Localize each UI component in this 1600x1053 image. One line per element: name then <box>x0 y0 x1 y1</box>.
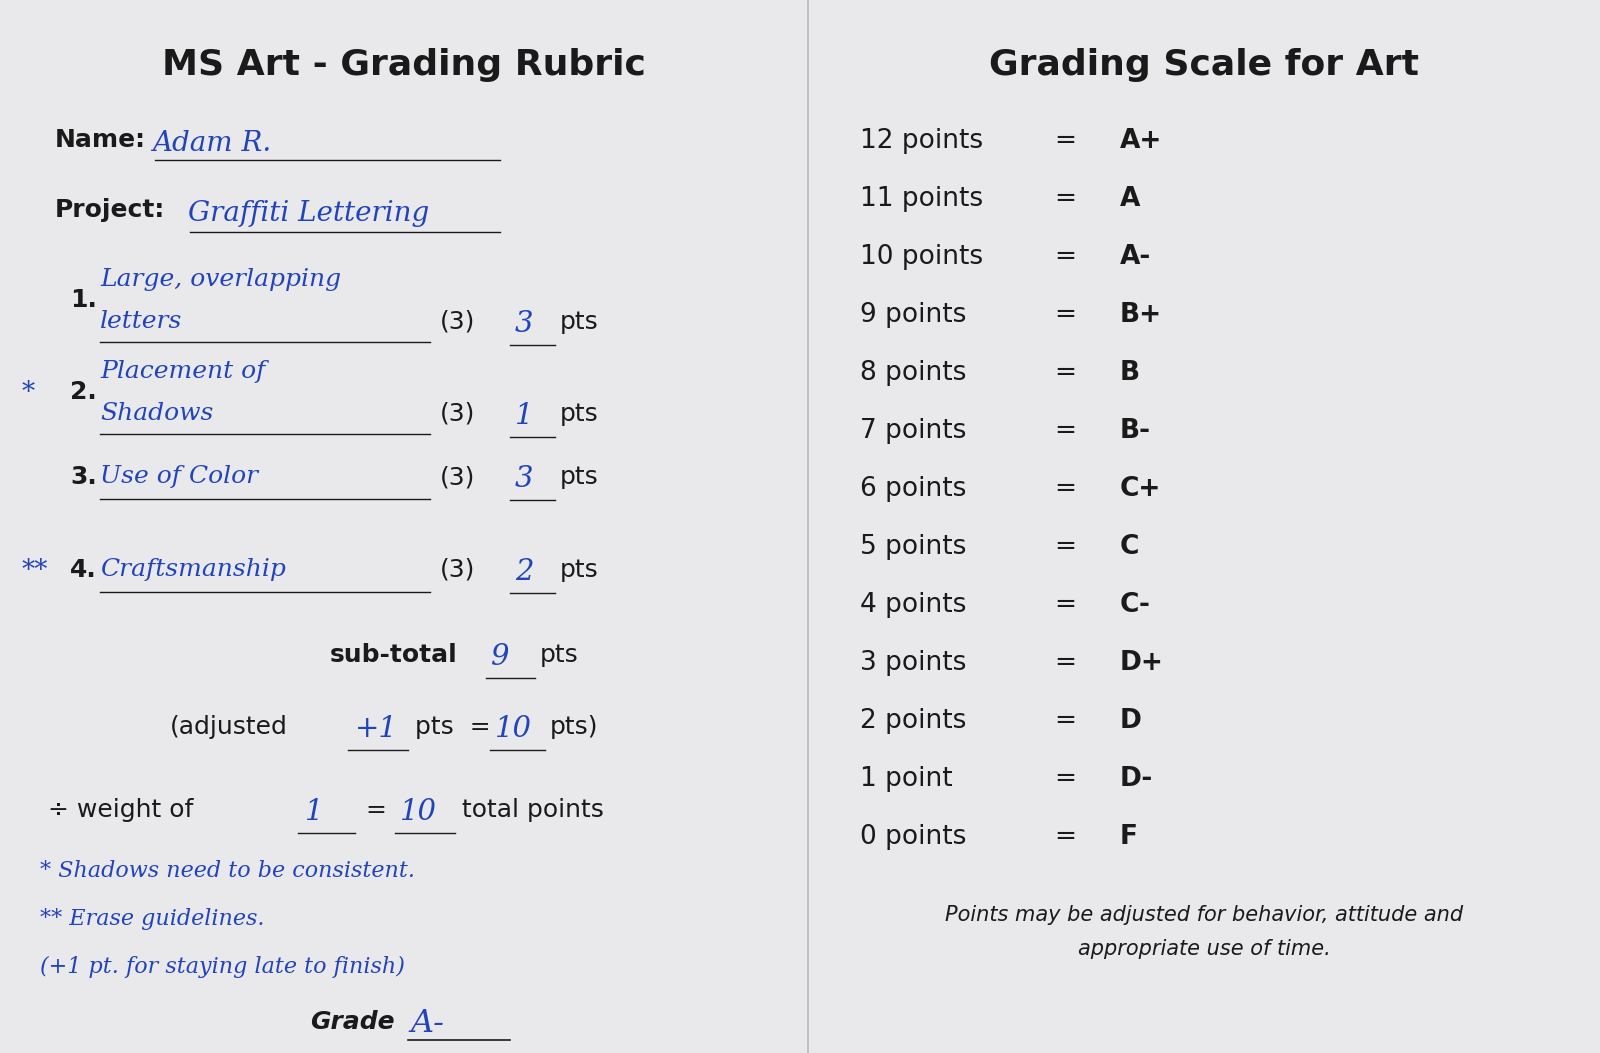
Text: 3 points: 3 points <box>861 650 966 676</box>
Text: 4.: 4. <box>70 558 96 582</box>
Text: =: = <box>1054 824 1075 850</box>
Text: =: = <box>1054 476 1075 502</box>
Text: 10 points: 10 points <box>861 244 982 270</box>
Text: 3: 3 <box>515 465 533 493</box>
Text: 10: 10 <box>400 798 437 826</box>
Text: 1.: 1. <box>70 289 98 312</box>
Text: appropriate use of time.: appropriate use of time. <box>1078 939 1330 959</box>
Text: pts: pts <box>560 465 598 489</box>
Text: *: * <box>22 380 35 405</box>
Text: +1: +1 <box>355 715 398 743</box>
Text: (3): (3) <box>440 465 475 489</box>
Text: 2 points: 2 points <box>861 708 966 734</box>
Text: =: = <box>1054 186 1075 212</box>
Text: Graffiti Lettering: Graffiti Lettering <box>189 200 429 227</box>
Text: B+: B+ <box>1120 302 1162 327</box>
Text: pts: pts <box>560 402 598 426</box>
Text: Adam R.: Adam R. <box>152 130 272 157</box>
Text: 2.: 2. <box>70 380 96 404</box>
Text: Project:: Project: <box>54 198 165 222</box>
Text: ÷ weight of: ÷ weight of <box>48 798 194 822</box>
Text: D+: D+ <box>1120 650 1163 676</box>
Text: C: C <box>1120 534 1139 560</box>
Text: =: = <box>1054 244 1075 270</box>
Text: 1: 1 <box>515 402 533 430</box>
Text: 6 points: 6 points <box>861 476 966 502</box>
Text: =: = <box>1054 708 1075 734</box>
Text: 10: 10 <box>494 715 531 743</box>
Text: pts: pts <box>560 310 598 334</box>
Text: =: = <box>1054 418 1075 444</box>
Text: pts): pts) <box>550 715 598 739</box>
Text: 2: 2 <box>515 558 533 587</box>
Text: 7 points: 7 points <box>861 418 966 444</box>
Text: (3): (3) <box>440 558 475 582</box>
Text: =: = <box>1054 592 1075 618</box>
Text: B: B <box>1120 360 1141 386</box>
Text: 0 points: 0 points <box>861 824 966 850</box>
Text: (3): (3) <box>440 402 475 426</box>
Text: =: = <box>1054 128 1075 154</box>
Text: Grade: Grade <box>310 1010 395 1034</box>
Text: letters: letters <box>99 310 182 333</box>
Text: Use of Color: Use of Color <box>99 465 258 488</box>
Text: B-: B- <box>1120 418 1150 444</box>
Text: MS Art - Grading Rubric: MS Art - Grading Rubric <box>162 48 646 82</box>
Text: Placement of: Placement of <box>99 360 266 383</box>
Text: C-: C- <box>1120 592 1150 618</box>
Text: =: = <box>1054 302 1075 327</box>
Text: =: = <box>1054 766 1075 792</box>
Text: (+1 pt. for staying late to finish): (+1 pt. for staying late to finish) <box>40 956 405 978</box>
Text: A-: A- <box>410 1008 445 1039</box>
Text: sub-total: sub-total <box>330 643 458 667</box>
Text: D: D <box>1120 708 1142 734</box>
Text: total points: total points <box>462 798 603 822</box>
Text: pts  =: pts = <box>414 715 491 739</box>
Text: Large, overlapping: Large, overlapping <box>99 269 341 291</box>
Text: =: = <box>1054 360 1075 386</box>
Text: Craftsmanship: Craftsmanship <box>99 558 286 581</box>
Text: ** Erase guidelines.: ** Erase guidelines. <box>40 908 264 930</box>
Text: =: = <box>365 798 386 822</box>
Text: C+: C+ <box>1120 476 1162 502</box>
Text: 12 points: 12 points <box>861 128 982 154</box>
Text: A: A <box>1120 186 1141 212</box>
Text: =: = <box>1054 650 1075 676</box>
Text: 8 points: 8 points <box>861 360 966 386</box>
Text: (3): (3) <box>440 310 475 334</box>
Text: **: ** <box>22 558 48 583</box>
Text: D-: D- <box>1120 766 1154 792</box>
Text: Name:: Name: <box>54 128 146 152</box>
Text: Grading Scale for Art: Grading Scale for Art <box>989 48 1419 82</box>
Text: F: F <box>1120 824 1138 850</box>
Text: A-: A- <box>1120 244 1152 270</box>
Text: Shadows: Shadows <box>99 402 213 425</box>
Text: (adjusted: (adjusted <box>170 715 288 739</box>
Text: 9 points: 9 points <box>861 302 966 327</box>
Text: A+: A+ <box>1120 128 1162 154</box>
Text: pts: pts <box>560 558 598 582</box>
Text: =: = <box>1054 534 1075 560</box>
Text: Points may be adjusted for behavior, attitude and: Points may be adjusted for behavior, att… <box>946 905 1462 925</box>
Text: 3: 3 <box>515 310 533 338</box>
Text: 1: 1 <box>306 798 323 826</box>
Text: * Shadows need to be consistent.: * Shadows need to be consistent. <box>40 860 414 882</box>
Text: 4 points: 4 points <box>861 592 966 618</box>
Text: 9: 9 <box>490 643 509 671</box>
Text: 1 point: 1 point <box>861 766 952 792</box>
Text: pts: pts <box>541 643 579 667</box>
Text: 3.: 3. <box>70 465 96 489</box>
Text: 11 points: 11 points <box>861 186 982 212</box>
Text: 5 points: 5 points <box>861 534 966 560</box>
